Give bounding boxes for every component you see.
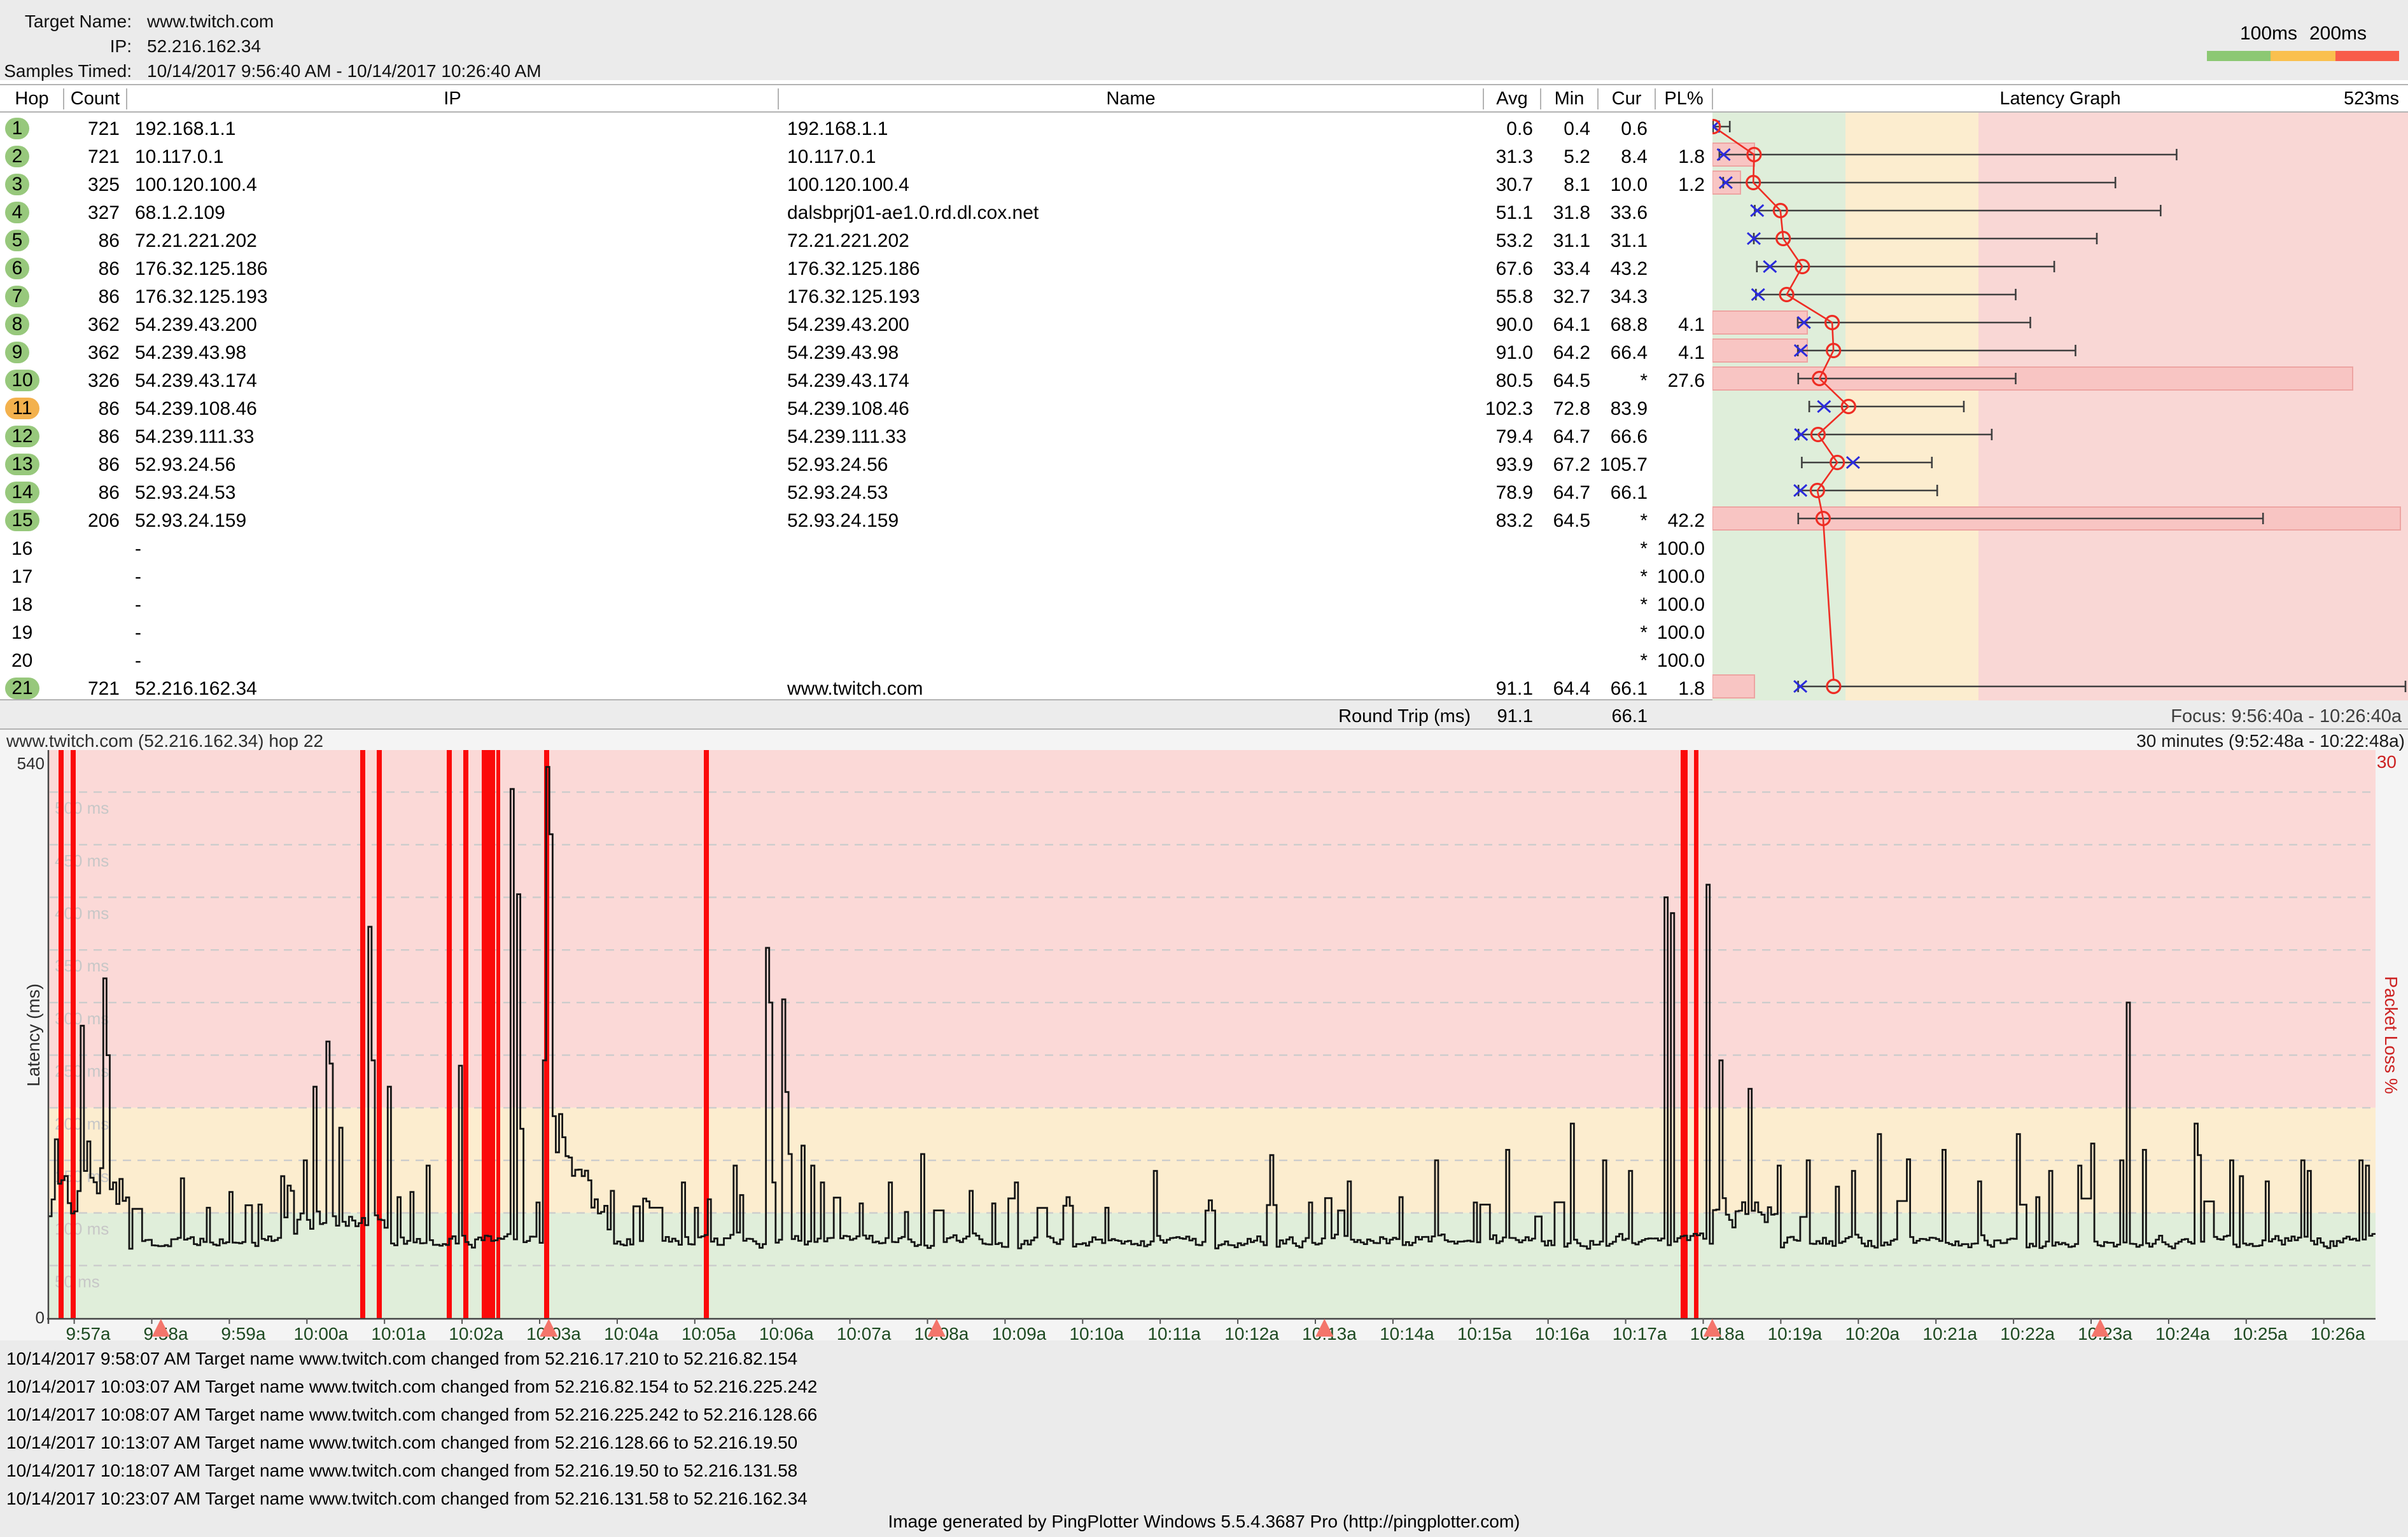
svg-text:350 ms: 350 ms <box>55 956 109 975</box>
svg-text:10:06a: 10:06a <box>759 1324 814 1344</box>
svg-text:10:15a: 10:15a <box>1457 1324 1512 1344</box>
svg-text:500 ms: 500 ms <box>55 798 109 817</box>
svg-text:10:05a: 10:05a <box>682 1324 736 1344</box>
svg-text:www.twitch.com (52.216.162.34): www.twitch.com (52.216.162.34) hop 22 <box>6 731 323 751</box>
svg-text:10:20a: 10:20a <box>1845 1324 1900 1344</box>
svg-text:10:12a: 10:12a <box>1224 1324 1279 1344</box>
svg-text:400 ms: 400 ms <box>55 904 109 923</box>
svg-text:10:22a: 10:22a <box>2000 1324 2055 1344</box>
svg-text:10:19a: 10:19a <box>1768 1324 1823 1344</box>
svg-text:250 ms: 250 ms <box>55 1062 109 1081</box>
svg-text:10:16a: 10:16a <box>1535 1324 1590 1344</box>
svg-text:10:11a: 10:11a <box>1147 1324 1201 1344</box>
svg-text:10:10a: 10:10a <box>1069 1324 1124 1344</box>
svg-text:10:25a: 10:25a <box>2233 1324 2288 1344</box>
svg-text:0: 0 <box>36 1308 45 1327</box>
svg-text:200 ms: 200 ms <box>55 1114 109 1133</box>
svg-text:450 ms: 450 ms <box>55 851 109 870</box>
svg-text:10:04a: 10:04a <box>604 1324 659 1344</box>
svg-text:30 minutes (9:52:48a - 10:22:4: 30 minutes (9:52:48a - 10:22:48a) <box>2136 731 2405 751</box>
svg-text:9:57a: 9:57a <box>66 1324 111 1344</box>
svg-text:Latency (ms): Latency (ms) <box>24 984 43 1087</box>
svg-text:10:07a: 10:07a <box>837 1324 892 1344</box>
svg-text:10:17a: 10:17a <box>1613 1324 1667 1344</box>
svg-text:540: 540 <box>17 754 45 773</box>
svg-text:Packet Loss %: Packet Loss % <box>2381 976 2401 1094</box>
svg-text:10:02a: 10:02a <box>449 1324 503 1344</box>
svg-text:30: 30 <box>2377 752 2397 772</box>
svg-text:100 ms: 100 ms <box>55 1220 109 1239</box>
svg-text:10:21a: 10:21a <box>1922 1324 1977 1344</box>
svg-text:10:00a: 10:00a <box>293 1324 348 1344</box>
svg-text:10:24a: 10:24a <box>2155 1324 2210 1344</box>
svg-text:9:59a: 9:59a <box>221 1324 265 1344</box>
svg-text:10:26a: 10:26a <box>2311 1324 2365 1344</box>
svg-text:10:01a: 10:01a <box>371 1324 426 1344</box>
svg-text:10:14a: 10:14a <box>1380 1324 1434 1344</box>
svg-text:10:09a: 10:09a <box>992 1324 1047 1344</box>
